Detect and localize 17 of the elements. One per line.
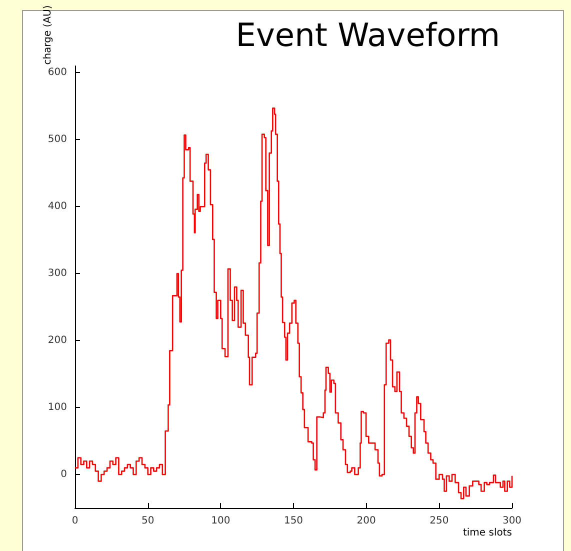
x-tick-label: 50 xyxy=(141,516,154,526)
x-tick-label: 100 xyxy=(211,516,230,526)
x-tick-label: 250 xyxy=(430,516,449,526)
y-tick-label: 600 xyxy=(48,67,67,78)
x-tick-label: 150 xyxy=(284,516,304,526)
y-axis-title: charge (AU) xyxy=(42,5,54,65)
x-tick-label: 300 xyxy=(502,516,522,526)
y-tick-label: 200 xyxy=(48,335,67,346)
y-tick-label: 0 xyxy=(60,469,67,480)
y-tick-label: 300 xyxy=(48,268,67,280)
y-tick-label: 400 xyxy=(48,201,67,212)
x-tick-label: 0 xyxy=(72,516,78,526)
y-tick-label: 500 xyxy=(48,134,67,146)
x-tick-label: 200 xyxy=(356,516,376,526)
chart-title: Event Waveform xyxy=(236,16,500,54)
y-tick-label: 100 xyxy=(48,402,67,414)
x-axis-title: time slots xyxy=(462,528,512,538)
